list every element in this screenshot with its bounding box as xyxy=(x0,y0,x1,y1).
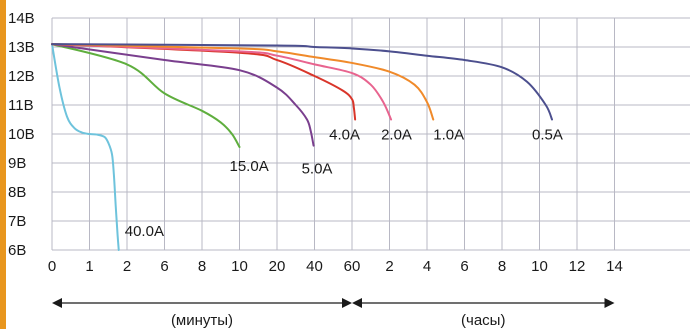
grid xyxy=(51,17,690,251)
x-tick-label: 8 xyxy=(498,258,506,275)
arrow-head-left xyxy=(352,298,362,308)
curve-label: 2.0A xyxy=(381,127,412,144)
x-tick-label: 2 xyxy=(385,258,393,275)
curve-label: 4.0A xyxy=(329,127,360,144)
y-tick-label: 14В xyxy=(8,10,35,27)
x-tick-label: 6 xyxy=(460,258,468,275)
series-line-2.0A xyxy=(51,43,393,121)
curve-labels: 40.0A 15.0A 5.0A 4.0A 2.0A 1.0A 0.5A xyxy=(125,127,563,241)
y-tick-label: 11В xyxy=(8,97,34,114)
time-spans: (минуты) (часы) xyxy=(52,298,615,329)
y-tick-label: 12В xyxy=(8,68,35,85)
x-tick-label: 8 xyxy=(198,258,206,275)
x-tick-label: 10 xyxy=(231,258,248,275)
series-line-1.0A xyxy=(51,43,435,121)
x-tick-label: 0 xyxy=(48,258,56,275)
series-layer xyxy=(51,43,553,251)
x-tick-label: 20 xyxy=(269,258,286,275)
x-tick-labels: 0 1 2 6 8 10 20 40 60 2 4 6 8 10 12 14 xyxy=(48,258,623,275)
curve-label: 15.0A xyxy=(230,158,269,175)
y-tick-label: 10В xyxy=(8,126,35,143)
arrow-head-left xyxy=(52,298,62,308)
y-tick-label: 13В xyxy=(8,39,35,56)
left-accent-border xyxy=(0,0,6,329)
series-line-15.0A xyxy=(51,43,241,149)
y-tick-label: 9В xyxy=(8,155,26,172)
y-tick-label: 7В xyxy=(8,213,26,230)
y-tick-labels: 14В 13В 12В 11В 10В 9В 8В 7В 6В xyxy=(8,10,35,259)
y-tick-label: 8В xyxy=(8,184,26,201)
y-tick-label: 6В xyxy=(8,242,26,259)
span-label: (минуты) xyxy=(171,312,233,329)
series-line-40.0A xyxy=(51,43,120,251)
series-line-5.0A xyxy=(51,43,315,147)
x-tick-label: 10 xyxy=(531,258,548,275)
x-tick-label: 14 xyxy=(606,258,623,275)
x-tick-label: 4 xyxy=(423,258,431,275)
x-tick-label: 6 xyxy=(160,258,168,275)
arrow-head-right xyxy=(604,298,615,308)
curve-label: 5.0A xyxy=(302,161,333,178)
x-tick-label: 60 xyxy=(344,258,361,275)
x-tick-label: 2 xyxy=(123,258,131,275)
x-tick-label: 1 xyxy=(85,258,93,275)
curve-label: 0.5A xyxy=(532,127,563,144)
x-tick-label: 12 xyxy=(569,258,586,275)
curve-label: 1.0A xyxy=(433,127,464,144)
curve-label: 40.0A xyxy=(125,223,164,240)
series-line-0.5A xyxy=(51,43,553,121)
arrow-head-right xyxy=(342,298,352,308)
x-tick-label: 40 xyxy=(306,258,323,275)
span-label: (часы) xyxy=(461,312,505,329)
